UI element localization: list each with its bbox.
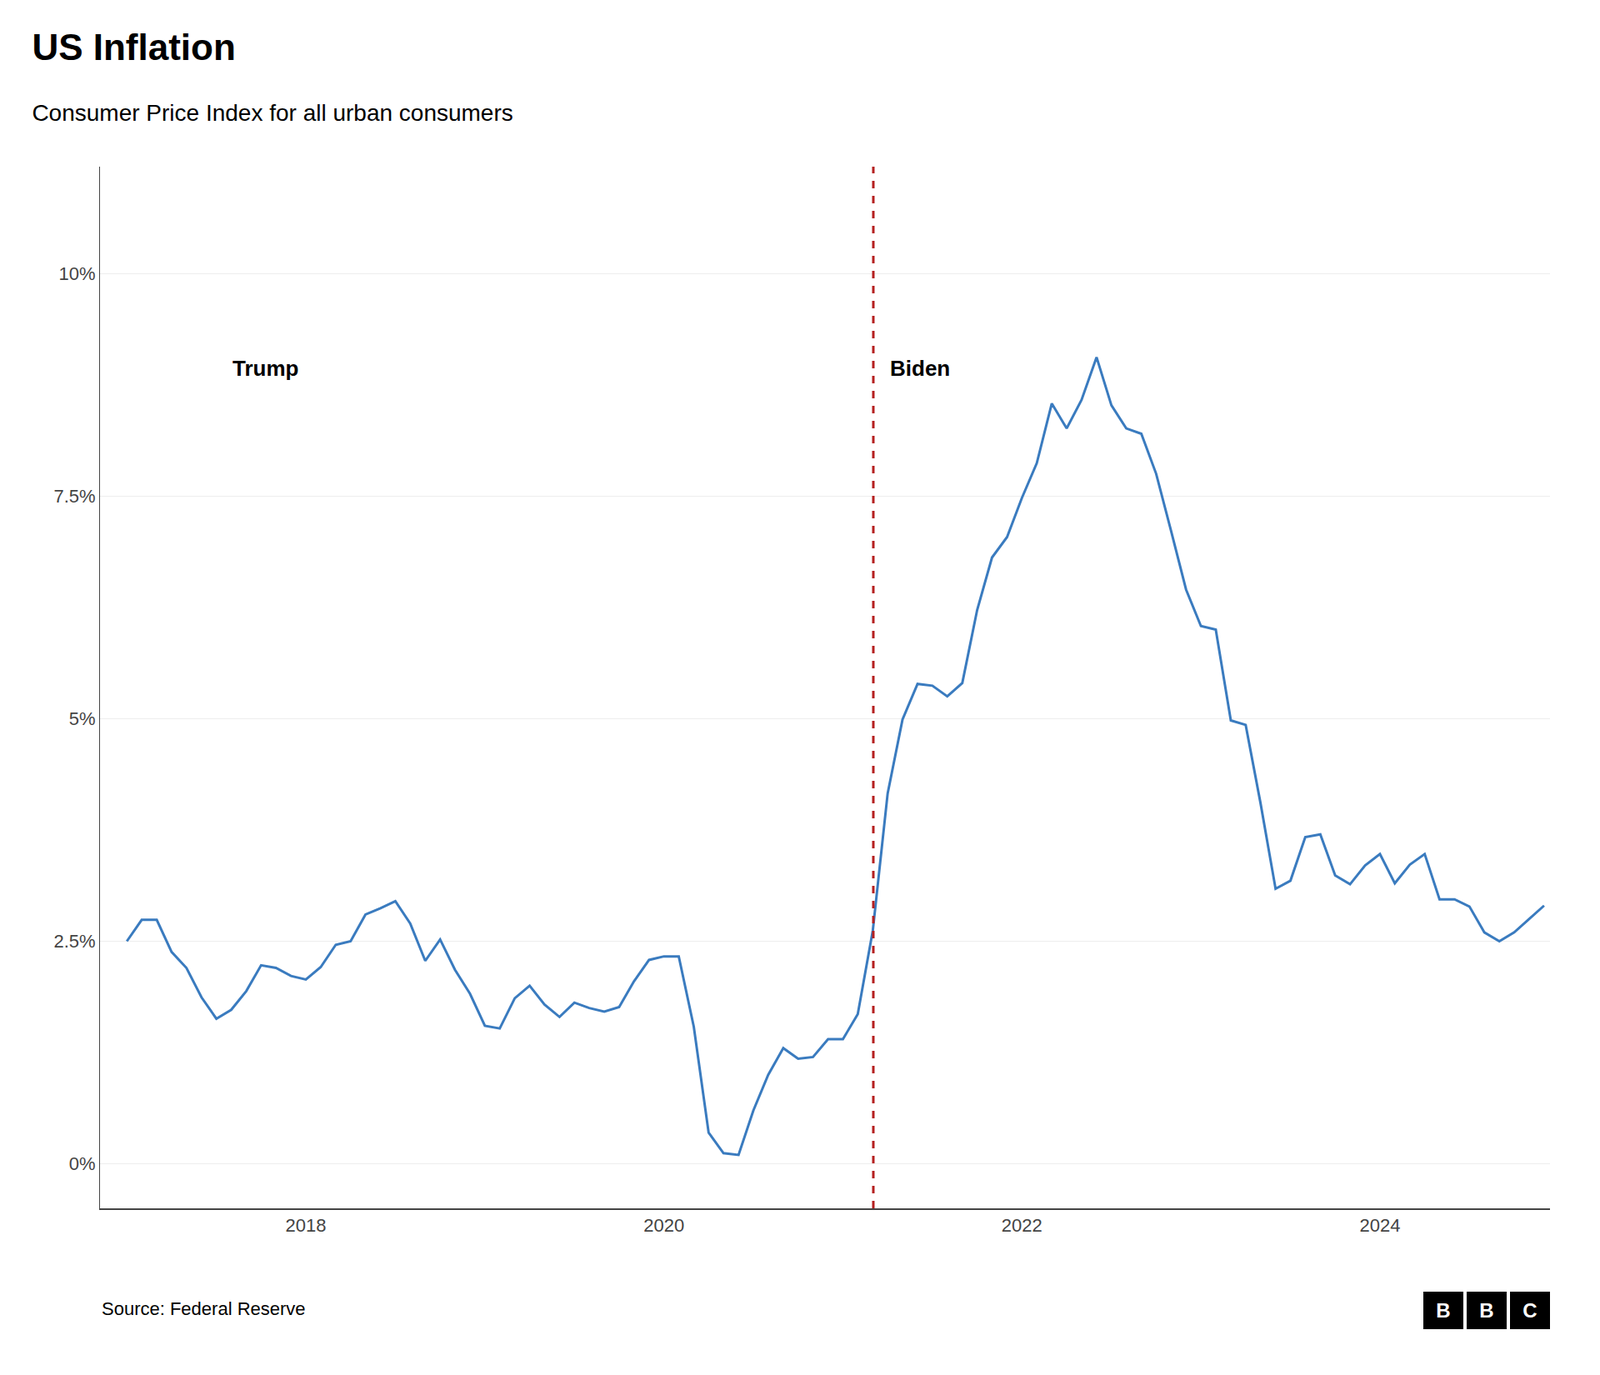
svg-text:5%: 5%	[69, 708, 96, 730]
svg-text:2024: 2024	[1359, 1215, 1400, 1236]
svg-text:Trump: Trump	[232, 355, 299, 381]
svg-text:7.5%: 7.5%	[53, 485, 95, 507]
svg-text:2018: 2018	[285, 1215, 327, 1236]
svg-text:C: C	[1522, 1299, 1537, 1322]
svg-text:10%: 10%	[59, 263, 96, 285]
svg-text:B: B	[1479, 1299, 1494, 1322]
svg-text:2022: 2022	[1001, 1215, 1043, 1236]
svg-text:Source: Federal Reserve: Source: Federal Reserve	[101, 1298, 306, 1320]
svg-text:B: B	[1435, 1299, 1450, 1322]
svg-text:2020: 2020	[643, 1215, 685, 1236]
svg-text:US Inflation: US Inflation	[31, 26, 235, 68]
svg-text:0%: 0%	[69, 1153, 96, 1175]
svg-text:2.5%: 2.5%	[53, 930, 95, 952]
svg-text:Biden: Biden	[890, 355, 950, 381]
svg-text:Consumer Price Index for all u: Consumer Price Index for all urban consu…	[31, 100, 513, 126]
